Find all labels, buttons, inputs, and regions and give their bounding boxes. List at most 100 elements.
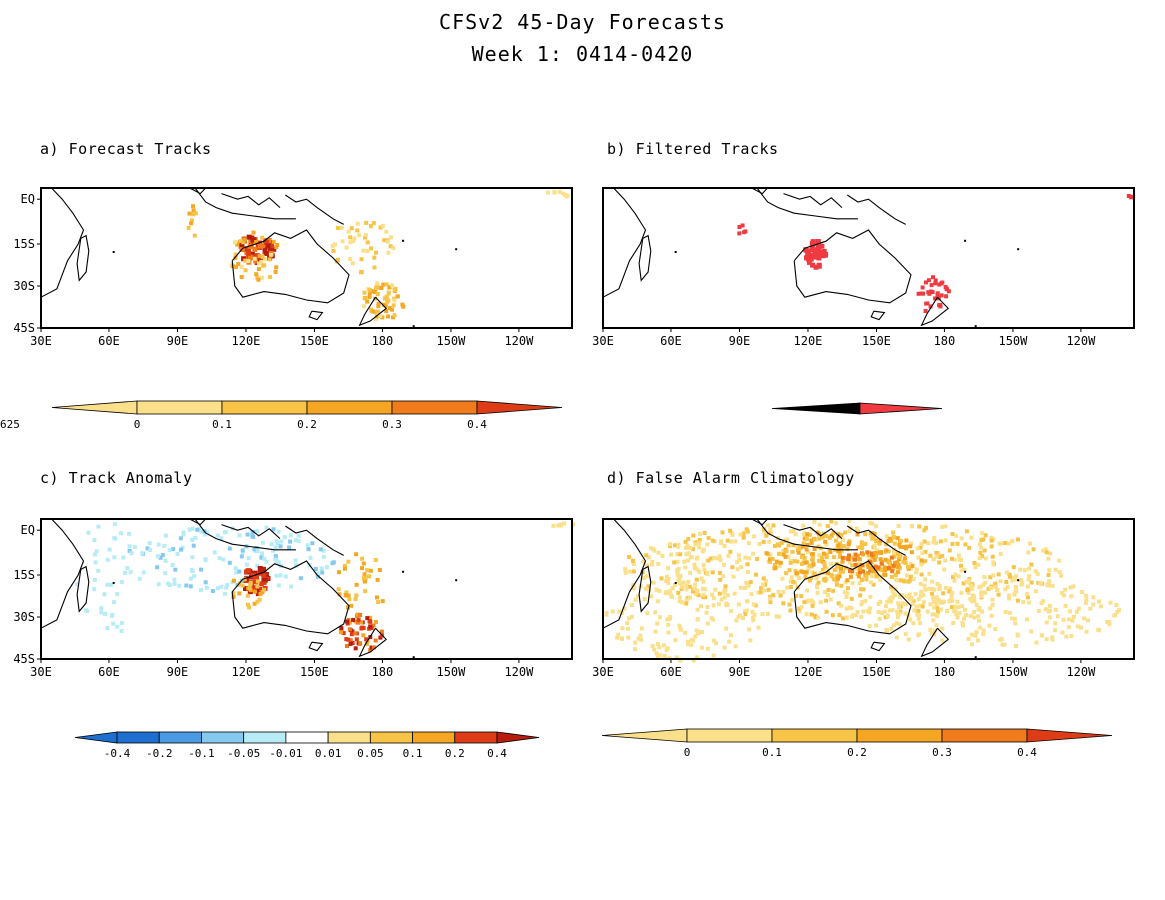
shade-cell — [163, 571, 168, 576]
shade-cell — [796, 576, 801, 580]
shade-cell — [929, 631, 934, 636]
shade-cell — [943, 558, 948, 563]
shade-cell — [820, 535, 825, 540]
shade-cell — [245, 593, 250, 598]
shade-cell — [1114, 603, 1119, 607]
shade-cell — [268, 275, 273, 279]
shade-cell — [673, 638, 678, 643]
colorbar-label: 0.05 — [357, 747, 384, 760]
shade-cell — [767, 557, 772, 562]
shade-cell — [701, 595, 706, 600]
coastline — [751, 518, 768, 526]
shade-cell — [1022, 568, 1027, 573]
shade-cell — [937, 555, 942, 560]
shade-cell — [850, 563, 855, 568]
shade-cell — [901, 559, 906, 564]
shade-cell — [990, 597, 995, 602]
shade-cell — [255, 599, 260, 604]
shade-cell — [990, 554, 995, 559]
shade-cell — [699, 604, 703, 609]
shade-cell — [747, 627, 752, 632]
shade-cell — [819, 556, 824, 561]
shade-cell — [1008, 610, 1012, 615]
shade-cell — [774, 614, 779, 619]
shade-cell — [240, 583, 245, 588]
shade-cell — [562, 521, 567, 526]
coastline — [751, 187, 768, 195]
shade-cell — [771, 523, 776, 528]
shade-cell — [963, 542, 968, 547]
shade-cell — [698, 531, 703, 536]
shade-cell — [349, 632, 354, 637]
shade-cell — [668, 614, 673, 619]
shade-cell — [340, 239, 345, 244]
shade-cell — [938, 304, 943, 309]
shade-cell — [737, 231, 742, 236]
shade-cell — [802, 560, 807, 565]
shade-cell — [914, 604, 919, 609]
shade-cell — [832, 567, 837, 572]
shade-cell — [353, 597, 358, 601]
shade-cell — [809, 538, 814, 543]
shade-cell — [836, 543, 841, 548]
shade-cell — [705, 646, 710, 651]
shade-cell — [717, 571, 722, 575]
shade-cell — [873, 564, 878, 569]
shade-cell — [145, 546, 150, 551]
shade-cell — [239, 275, 244, 279]
shade-cell — [630, 558, 635, 563]
shade-cell — [966, 591, 971, 595]
shade-cell — [926, 278, 931, 283]
shade-cell — [331, 249, 336, 253]
shade-cell — [828, 549, 833, 554]
shade-cell — [236, 261, 241, 266]
shade-cell — [860, 578, 864, 582]
shade-cell — [1068, 609, 1072, 614]
shade-cell — [678, 658, 683, 663]
shade-cell — [693, 634, 698, 639]
shade-cell — [657, 645, 662, 650]
shade-cell — [891, 535, 896, 539]
shade-cell — [362, 572, 367, 577]
shade-cell — [359, 257, 364, 262]
shade-cell — [123, 570, 127, 575]
coastline — [920, 627, 950, 658]
shade-cell — [748, 638, 753, 643]
shade-cell — [764, 551, 769, 556]
shade-cell — [796, 550, 801, 555]
shade-cell — [255, 563, 260, 568]
island — [412, 325, 415, 328]
shade-cell — [805, 588, 810, 593]
lat-label: 15S — [13, 568, 35, 582]
shade-cell — [857, 557, 862, 562]
shade-cell — [903, 560, 908, 565]
shade-cell — [751, 618, 756, 623]
shade-cell — [1008, 574, 1013, 579]
shade-cell — [75, 582, 80, 587]
shade-cell — [889, 574, 894, 579]
shade-cell — [856, 574, 861, 579]
shade-cell — [730, 565, 735, 570]
shade-cell — [115, 624, 120, 629]
shade-cell — [950, 598, 955, 603]
shade-cell — [350, 641, 355, 645]
shade-cell — [691, 638, 696, 643]
coastline — [638, 565, 652, 613]
shade-cell — [834, 538, 838, 543]
shade-cell — [870, 552, 875, 557]
shade-cell — [986, 586, 991, 591]
lon-label: 90E — [729, 334, 751, 348]
shade-cell — [273, 554, 278, 559]
shade-cell — [784, 549, 789, 554]
shade-cell — [110, 613, 114, 618]
colorbar-label: 0 — [684, 746, 691, 759]
shade-cell — [386, 314, 390, 319]
colorbar-segment — [116, 731, 160, 744]
shade-cell — [883, 557, 888, 562]
colorbar-d: 0 0.1 0.2 0.3 0.4 — [601, 728, 1113, 759]
shade-cell — [756, 590, 761, 595]
shade-cell — [344, 245, 349, 250]
shade-cell — [737, 225, 742, 229]
shade-cell — [361, 626, 366, 630]
shade-cell — [1025, 592, 1030, 597]
